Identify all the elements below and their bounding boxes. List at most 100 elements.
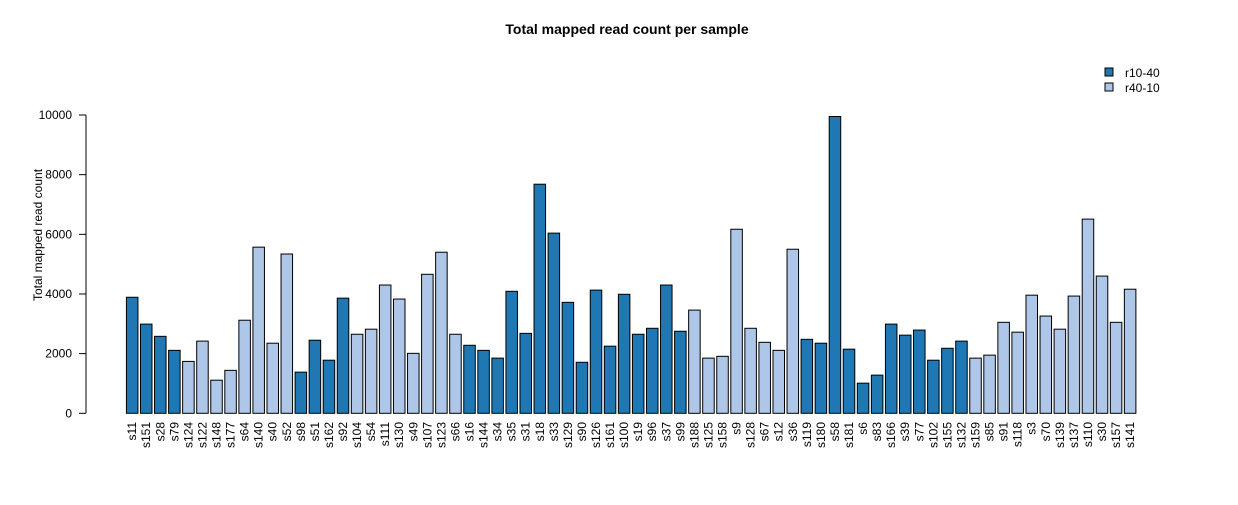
bar-s90: [575, 361, 589, 414]
chart-title: Total mapped read count per sample: [505, 21, 748, 37]
x-tick-label: s107: [420, 422, 434, 448]
x-tick-label: s180: [814, 422, 828, 448]
bar-s51: [308, 339, 322, 414]
bar-s148: [210, 379, 223, 414]
bar-s141: [1123, 288, 1137, 414]
x-tick-label: s77: [912, 422, 926, 442]
bar-s6: [856, 382, 870, 414]
x-tick-labels: s11 s151 s28 s79 s124 s122 s148 s177 s64 s140 s40 s…: [125, 422, 1137, 448]
legend: r10-40 r40-10: [1104, 66, 1160, 95]
bar-s19: [631, 333, 645, 414]
x-tick-label: s79: [167, 422, 181, 442]
bar-s96: [645, 327, 659, 414]
x-tick-label: s100: [617, 422, 631, 448]
x-tick-label: s148: [210, 422, 224, 448]
x-tick-label: s40: [266, 422, 280, 442]
x-tick-label: s99: [673, 422, 687, 442]
y-tick-label: 6000: [45, 227, 72, 241]
x-tick-label: s122: [195, 422, 209, 448]
bar-s140: [252, 246, 265, 414]
bar-s123: [435, 251, 448, 414]
y-tick-label: 10000: [39, 108, 73, 122]
x-tick-label: s28: [153, 422, 167, 442]
bars: [125, 115, 1137, 414]
x-tick-label: s3: [1025, 422, 1039, 435]
x-tick-label: s132: [954, 422, 968, 448]
x-tick-label: s102: [926, 422, 940, 448]
bar-s91: [997, 321, 1010, 414]
x-tick-label: s36: [786, 422, 800, 442]
x-tick-label: s83: [870, 422, 884, 442]
bar-s28: [154, 335, 167, 414]
bar-s37: [660, 284, 673, 414]
x-tick-label: s11: [125, 422, 139, 441]
bar-s58: [828, 115, 842, 414]
x-tick-label: s12: [772, 422, 786, 442]
legend-label-r10-40: r10-40: [1125, 66, 1160, 80]
bar-s119: [800, 338, 814, 414]
bar-s180: [814, 342, 828, 414]
x-tick-label: s139: [1053, 422, 1067, 448]
x-tick-label: s155: [940, 422, 954, 448]
x-tick-label: s66: [448, 422, 462, 442]
bar-s132: [955, 340, 968, 414]
bar-s33: [547, 232, 561, 414]
bar-s77: [913, 329, 926, 414]
bar-s144: [477, 349, 490, 414]
x-tick-label: s52: [280, 422, 294, 442]
x-tick-label: s130: [392, 422, 406, 448]
x-tick-label: s124: [181, 422, 195, 448]
x-tick-label: s123: [434, 422, 448, 448]
x-tick-label: s144: [477, 422, 491, 448]
x-tick-label: s6: [856, 422, 870, 435]
bar-s67: [758, 341, 771, 414]
bar-s151: [139, 323, 153, 414]
x-tick-label: s125: [701, 422, 715, 448]
bar-s34: [491, 357, 504, 414]
bar-s102: [927, 359, 940, 414]
bar-s40: [266, 342, 280, 414]
bar-s110: [1081, 218, 1095, 414]
x-tick-label: s157: [1109, 422, 1123, 448]
bar-s66: [449, 333, 462, 414]
x-tick-label: s110: [1081, 422, 1095, 447]
x-tick-label: s137: [1067, 422, 1081, 448]
bar-s16: [463, 344, 476, 414]
x-tick-label: s49: [406, 422, 420, 442]
x-tick-label: s18: [533, 422, 547, 442]
x-tick-label: s111: [378, 422, 392, 447]
legend-swatch-r40-10: [1104, 82, 1114, 92]
x-tick-label: s151: [139, 422, 153, 448]
bar-s83: [870, 374, 884, 414]
bar-s128: [744, 327, 757, 414]
bar-s30: [1095, 275, 1109, 414]
x-tick-label: s67: [758, 422, 772, 442]
x-tick-label: s166: [884, 422, 898, 448]
x-tick-label: s31: [519, 422, 533, 442]
bar-s49: [407, 352, 420, 414]
bar-s92: [336, 297, 350, 414]
bar-s118: [1011, 331, 1024, 414]
x-tick-label: s39: [898, 422, 912, 442]
bar-s100: [617, 293, 631, 414]
x-tick-label: s92: [336, 422, 350, 442]
x-tick-label: s16: [463, 422, 477, 442]
bar-s111: [378, 284, 392, 414]
x-tick-label: s33: [547, 422, 561, 442]
bar-s159: [969, 357, 982, 414]
bar-s3: [1025, 294, 1039, 414]
x-tick-label: s54: [364, 422, 378, 442]
x-tick-label: s51: [308, 422, 322, 442]
bar-s52: [280, 253, 294, 414]
x-tick-label: s140: [252, 422, 266, 448]
bar-s158: [716, 355, 729, 414]
x-tick-label: s141: [1123, 422, 1137, 448]
bar-s181: [842, 348, 856, 414]
bar-s137: [1067, 295, 1081, 414]
x-tick-label: s91: [997, 422, 1011, 442]
bar-s85: [983, 354, 996, 414]
x-tick-label: s19: [631, 422, 645, 442]
x-tick-label: s118: [1011, 422, 1025, 447]
bar-s162: [322, 359, 336, 414]
x-tick-label: s37: [659, 422, 673, 442]
